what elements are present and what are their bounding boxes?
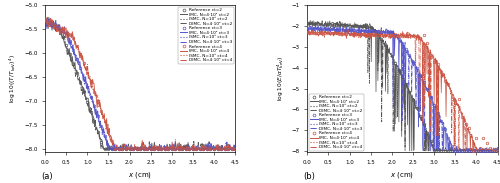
Legend: Reference ct=2, IMC, N=4·10² ct=2, ISMC, N=10³ ct=2, DIMC, N=4·10² ct=2, Referen: Reference ct=2, IMC, N=4·10² ct=2, ISMC,… bbox=[308, 94, 364, 151]
Y-axis label: log 10$(E/\alpha T_{\rm keV}^4)$: log 10$(E/\alpha T_{\rm keV}^4)$ bbox=[276, 56, 286, 101]
Text: (a): (a) bbox=[41, 172, 53, 181]
X-axis label: $x$ (cm): $x$ (cm) bbox=[128, 170, 152, 180]
X-axis label: $x$ (cm): $x$ (cm) bbox=[390, 170, 414, 180]
Text: (b): (b) bbox=[304, 172, 316, 181]
Legend: Reference ct=2, IMC, N=4·10² ct=2, ISMC, N=10³ ct=2, DIMC, N=4·10² ct=2, Referen: Reference ct=2, IMC, N=4·10² ct=2, ISMC,… bbox=[178, 7, 234, 64]
Y-axis label: log 10($(T/T_{\rm keV})^4$): log 10($(T/T_{\rm keV})^4$) bbox=[8, 54, 18, 103]
